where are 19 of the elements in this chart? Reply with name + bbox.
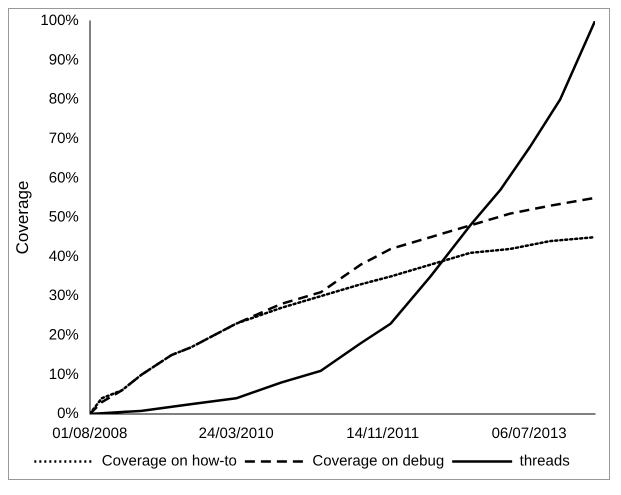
legend-label: Coverage on how-to	[102, 452, 237, 470]
x-tick-label: 01/08/2008	[52, 425, 128, 442]
y-tick-label: 0%	[57, 405, 79, 422]
y-tick-label: 90%	[48, 51, 79, 68]
x-tick-label: 24/03/2010	[198, 425, 274, 442]
legend-label: Coverage on debug	[312, 452, 444, 470]
legend-label: threads	[520, 452, 570, 470]
y-axis-title: Coverage	[12, 180, 32, 254]
x-tick-label: 14/11/2011	[346, 425, 420, 442]
y-tick-label: 80%	[48, 90, 79, 108]
y-tick-label: 10%	[48, 366, 79, 383]
y-tick-label: 40%	[48, 248, 79, 265]
x-tick-label: 06/07/2013	[492, 425, 567, 442]
y-tick-label: 60%	[48, 169, 79, 186]
y-tick-label: 20%	[48, 326, 79, 344]
y-tick-label: 50%	[48, 208, 79, 226]
y-tick-label: 100%	[40, 12, 79, 30]
y-tick-label: 30%	[48, 287, 79, 304]
y-tick-label: 70%	[48, 130, 79, 148]
